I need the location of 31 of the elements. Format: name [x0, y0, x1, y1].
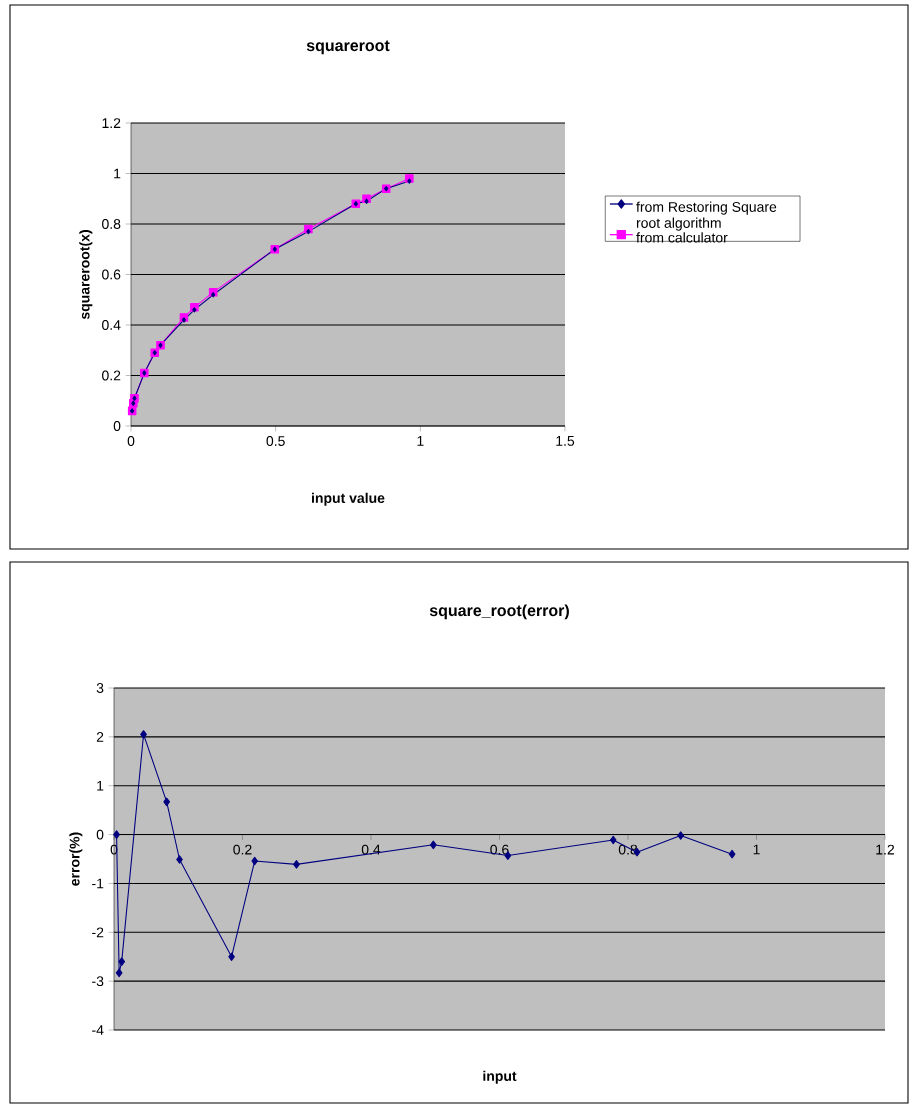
- x-tick-label: 0: [127, 436, 135, 446]
- y-tick-label: -3: [92, 976, 104, 987]
- y-axis-title: error(%): [69, 832, 83, 886]
- y-tick-label: -2: [92, 927, 104, 938]
- chart-title: squareroot: [306, 40, 390, 55]
- x-tick-label: 1.2: [876, 844, 895, 855]
- y-tick-label: 0.8: [102, 219, 121, 229]
- chart-title: square_root(error): [429, 604, 569, 620]
- legend-label: from calculator: [636, 232, 728, 243]
- y-tick-label: 0.2: [102, 370, 121, 381]
- y-tick-label: 0: [96, 829, 104, 840]
- y-tick-label: 0.6: [102, 269, 121, 280]
- y-axis-title: squareroot(x): [79, 230, 93, 320]
- y-tick-label: 0.4: [102, 320, 121, 330]
- y-tick-label: 0: [113, 421, 121, 431]
- x-tick-label: 0.5: [266, 436, 285, 446]
- x-axis-title: input: [483, 1070, 517, 1084]
- y-tick-label: -1: [92, 878, 104, 889]
- x-tick-label: 1: [753, 844, 760, 855]
- y-tick-label: 1: [114, 168, 121, 179]
- y-tick-label: -4: [92, 1025, 104, 1035]
- y-tick-label: 1: [97, 780, 104, 791]
- y-tick-label: 3: [96, 683, 104, 693]
- y-tick-label: 1.2: [102, 118, 121, 128]
- x-tick-label: 0.2: [233, 844, 252, 855]
- y-tick-label: 2: [96, 731, 104, 742]
- x-axis-title: input value: [312, 492, 385, 506]
- x-tick-label: 0.4: [361, 844, 381, 855]
- x-tick-label: 0.6: [490, 844, 509, 855]
- x-tick-label: 1: [417, 436, 424, 446]
- x-tick-label: 1.5: [556, 436, 575, 446]
